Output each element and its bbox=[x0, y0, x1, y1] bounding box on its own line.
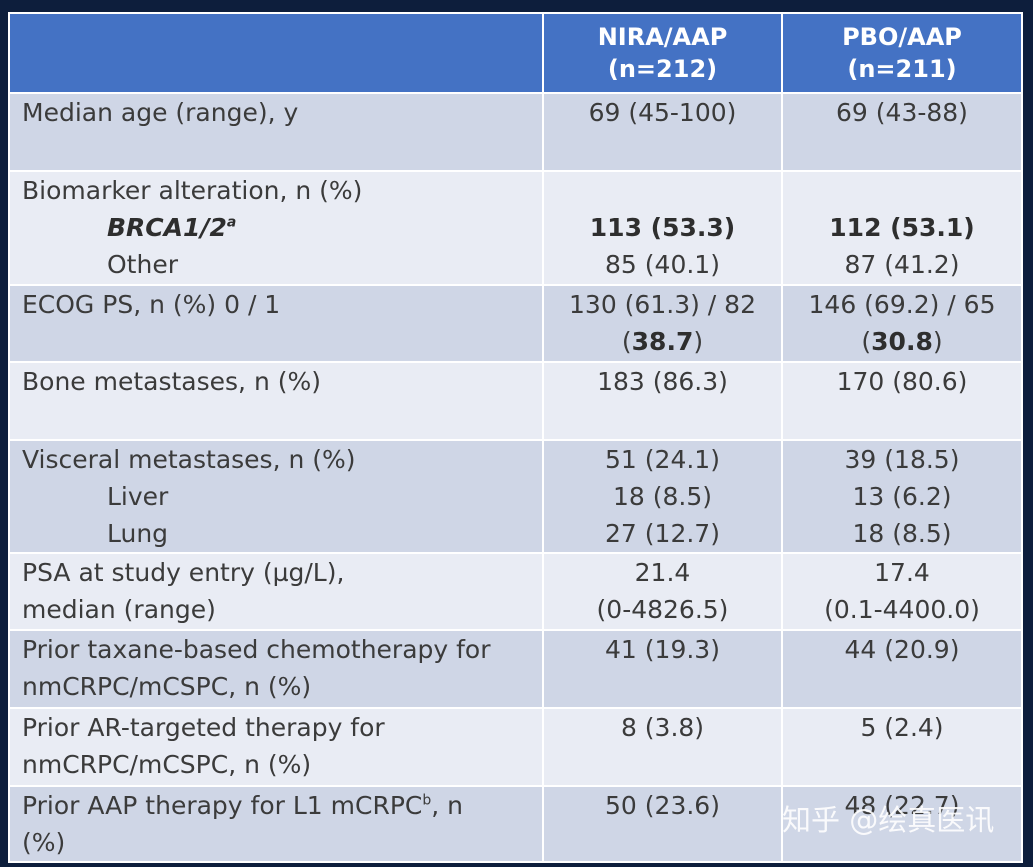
visceral-label: Visceral metastases, n (%) bbox=[22, 445, 356, 474]
row-label-bone: Bone metastases, n (%) bbox=[8, 361, 544, 441]
visceral-pbo-value: 39 (18.5) bbox=[844, 445, 960, 474]
row-label-age: Median age (range), y bbox=[8, 92, 544, 172]
cell-ecog-pbo: 146 (69.2) / 65 (30.8) bbox=[781, 284, 1023, 363]
cell-aap-pbo: 48 (22.7) bbox=[781, 785, 1023, 863]
table-row: Prior AAP therapy for L1 mCRPCb, n (%) 5… bbox=[8, 785, 1023, 863]
cell-age-pbo: 69 (43-88) bbox=[781, 92, 1023, 172]
ecog-nira-close: ) bbox=[693, 327, 704, 356]
header-pbo-aap: PBO/AAP (n=211) bbox=[781, 12, 1023, 94]
brca-footnote: a bbox=[226, 214, 237, 231]
cell-ar-nira: 8 (3.8) bbox=[542, 707, 783, 787]
brca-nira-value: 113 (53.3) bbox=[589, 213, 736, 242]
ar-label-line2: nmCRPC/mCSPC, n (%) bbox=[22, 750, 312, 779]
cell-psa-pbo: 17.4 (0.1-4400.0) bbox=[781, 552, 1023, 631]
header-nira-aap: NIRA/AAP (n=212) bbox=[542, 12, 783, 94]
other-pbo-value: 87 (41.2) bbox=[844, 250, 960, 279]
other-nira-value: 85 (40.1) bbox=[605, 250, 720, 279]
brca-pbo-value: 112 (53.1) bbox=[829, 213, 975, 242]
row-label-ecog: ECOG PS, n (%) 0 / 1 bbox=[8, 284, 544, 363]
ecog-pbo-close: ) bbox=[932, 327, 943, 356]
cell-aap-nira: 50 (23.6) bbox=[542, 785, 783, 863]
brca-text: BRCA1/2 bbox=[107, 213, 227, 242]
header-nira-n: (n=212) bbox=[607, 55, 718, 83]
watermark-text: 知乎 @绘真医讯 bbox=[782, 803, 995, 837]
row-label-aap: Prior AAP therapy for L1 mCRPCb, n (%) bbox=[8, 785, 544, 863]
cell-taxane-nira: 41 (19.3) bbox=[542, 629, 783, 709]
taxane-label-line1: Prior taxane-based chemotherapy for bbox=[22, 635, 491, 664]
cell-biomarker-nira: 113 (53.3) 85 (40.1) bbox=[542, 170, 783, 286]
table-row: Biomarker alteration, n (%) BRCA1/2a Oth… bbox=[8, 170, 1023, 286]
baseline-characteristics-table: NIRA/AAP (n=212) PBO/AAP (n=211) Median … bbox=[8, 12, 1023, 863]
table-row: Visceral metastases, n (%) Liver Lung 51… bbox=[8, 439, 1023, 554]
liver-pbo-value: 13 (6.2) bbox=[852, 482, 952, 511]
ar-label-line1: Prior AR-targeted therapy for bbox=[22, 713, 385, 742]
cell-bone-pbo: 170 (80.6) bbox=[781, 361, 1023, 441]
cell-visceral-pbo: 39 (18.5) 13 (6.2) 18 (8.5) bbox=[781, 439, 1023, 554]
psa-pbo-line2: (0.1-4400.0) bbox=[824, 595, 980, 624]
lung-nira-value: 27 (12.7) bbox=[605, 519, 720, 548]
table-row: Prior AR-targeted therapy for nmCRPC/mCS… bbox=[8, 707, 1023, 787]
biomarker-other-label: Other bbox=[107, 250, 178, 279]
visceral-nira-value: 51 (24.1) bbox=[605, 445, 720, 474]
cell-ecog-nira: 130 (61.3) / 82 (38.7) bbox=[542, 284, 783, 363]
header-pbo-name: PBO/AAP bbox=[842, 23, 962, 51]
visceral-liver-label: Liver bbox=[107, 482, 169, 511]
table-row: Prior taxane-based chemotherapy for nmCR… bbox=[8, 629, 1023, 709]
psa-label-line2: median (range) bbox=[22, 595, 216, 624]
ecog-pbo-bold: 30.8 bbox=[871, 327, 933, 356]
psa-nira-line1: 21.4 bbox=[634, 558, 691, 587]
table-row: ECOG PS, n (%) 0 / 1 130 (61.3) / 82 (38… bbox=[8, 284, 1023, 363]
biomarker-label: Biomarker alteration, n (%) bbox=[22, 176, 363, 205]
cell-visceral-nira: 51 (24.1) 18 (8.5) 27 (12.7) bbox=[542, 439, 783, 554]
row-label-biomarker: Biomarker alteration, n (%) BRCA1/2a Oth… bbox=[8, 170, 544, 286]
cell-age-nira: 69 (45-100) bbox=[542, 92, 783, 172]
table-row: Bone metastases, n (%) 183 (86.3) 170 (8… bbox=[8, 361, 1023, 441]
row-label-psa: PSA at study entry (µg/L), median (range… bbox=[8, 552, 544, 631]
aap-label-post: , n bbox=[431, 791, 463, 820]
lung-pbo-value: 18 (8.5) bbox=[852, 519, 952, 548]
ecog-nira-line1: 130 (61.3) / 82 bbox=[569, 290, 756, 319]
table-row: PSA at study entry (µg/L), median (range… bbox=[8, 552, 1023, 631]
table-slide: NIRA/AAP (n=212) PBO/AAP (n=211) Median … bbox=[8, 12, 1023, 863]
psa-label-line1: PSA at study entry (µg/L), bbox=[22, 558, 345, 587]
psa-pbo-line1: 17.4 bbox=[874, 558, 930, 587]
aap-footnote: b bbox=[422, 792, 432, 809]
ecog-nira-open: ( bbox=[621, 327, 632, 356]
biomarker-brca-label: BRCA1/2a bbox=[22, 209, 542, 246]
taxane-label-line2: nmCRPC/mCSPC, n (%) bbox=[22, 672, 312, 701]
cell-ar-pbo: 5 (2.4) bbox=[781, 707, 1023, 787]
aap-label-pre: Prior AAP therapy for L1 mCRPC bbox=[22, 791, 423, 820]
ecog-pbo-line1: 146 (69.2) / 65 bbox=[808, 290, 996, 319]
cell-taxane-pbo: 44 (20.9) bbox=[781, 629, 1023, 709]
psa-nira-line2: (0-4826.5) bbox=[596, 595, 729, 624]
aap-label-line2: (%) bbox=[22, 828, 66, 857]
ecog-nira-bold: 38.7 bbox=[631, 327, 694, 356]
header-blank-cell bbox=[8, 12, 544, 94]
row-label-taxane: Prior taxane-based chemotherapy for nmCR… bbox=[8, 629, 544, 709]
header-nira-name: NIRA/AAP bbox=[597, 23, 728, 51]
liver-nira-value: 18 (8.5) bbox=[612, 482, 713, 511]
table-row: Median age (range), y 69 (45-100) 69 (43… bbox=[8, 92, 1023, 172]
cell-biomarker-pbo: 112 (53.1) 87 (41.2) bbox=[781, 170, 1023, 286]
cell-bone-nira: 183 (86.3) bbox=[542, 361, 783, 441]
header-pbo-n: (n=211) bbox=[847, 55, 957, 83]
table-header-row: NIRA/AAP (n=212) PBO/AAP (n=211) bbox=[8, 12, 1023, 94]
visceral-lung-label: Lung bbox=[107, 519, 169, 548]
ecog-pbo-open: ( bbox=[861, 327, 872, 356]
row-label-ar: Prior AR-targeted therapy for nmCRPC/mCS… bbox=[8, 707, 544, 787]
row-label-visceral: Visceral metastases, n (%) Liver Lung bbox=[8, 439, 544, 554]
cell-psa-nira: 21.4 (0-4826.5) bbox=[542, 552, 783, 631]
